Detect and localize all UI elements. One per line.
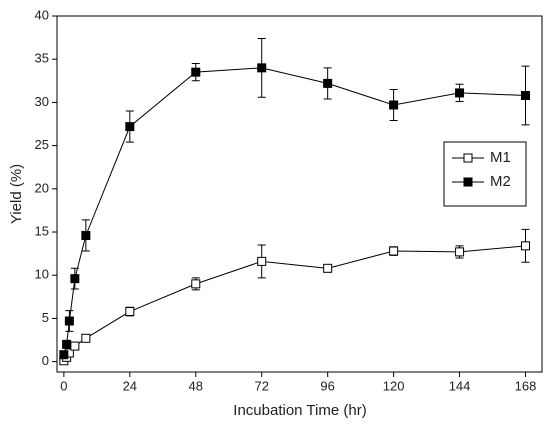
y-tick-label: 10 <box>35 267 49 282</box>
marker <box>389 100 399 110</box>
series <box>59 228 531 366</box>
y-tick-label: 40 <box>35 7 49 22</box>
marker <box>81 333 91 343</box>
series-line <box>63 245 526 362</box>
legend-marker <box>463 153 473 163</box>
marker <box>323 263 333 273</box>
x-tick-label: 168 <box>515 378 537 393</box>
marker <box>125 122 135 132</box>
marker <box>389 246 399 256</box>
x-axis-title: Incubation Time (hr) <box>233 402 366 419</box>
legend-marker <box>463 177 473 187</box>
marker <box>70 341 80 351</box>
x-tick-label: 120 <box>383 378 405 393</box>
marker <box>323 78 333 88</box>
x-tick-label: 144 <box>449 378 471 393</box>
marker <box>191 67 201 77</box>
x-tick-label: 24 <box>123 378 137 393</box>
marker <box>81 230 91 240</box>
y-tick-label: 20 <box>35 180 49 195</box>
y-tick-label: 15 <box>35 223 49 238</box>
marker <box>191 279 201 289</box>
x-tick-label: 48 <box>189 378 203 393</box>
marker <box>70 274 80 284</box>
x-tick-label: 72 <box>254 378 268 393</box>
x-tick-label: 0 <box>60 378 67 393</box>
legend-label: M1 <box>490 149 511 166</box>
plot-frame <box>56 15 543 373</box>
marker <box>521 241 531 251</box>
marker <box>59 350 69 360</box>
marker <box>125 307 135 317</box>
x-tick-label: 96 <box>320 378 334 393</box>
marker <box>64 316 74 326</box>
marker <box>62 339 72 349</box>
marker <box>455 247 465 257</box>
y-tick-label: 25 <box>35 137 49 152</box>
marker <box>521 90 531 100</box>
marker <box>455 88 465 98</box>
legend-box <box>443 141 527 207</box>
y-tick-label: 5 <box>42 310 49 325</box>
marker <box>257 63 267 73</box>
y-tick-label: 30 <box>35 94 49 109</box>
y-axis-title: Yield (%) <box>8 164 25 224</box>
series <box>59 37 531 360</box>
legend-label: M2 <box>490 173 511 190</box>
y-tick-label: 35 <box>35 51 49 66</box>
marker <box>257 256 267 266</box>
y-tick-label: 0 <box>42 353 49 368</box>
